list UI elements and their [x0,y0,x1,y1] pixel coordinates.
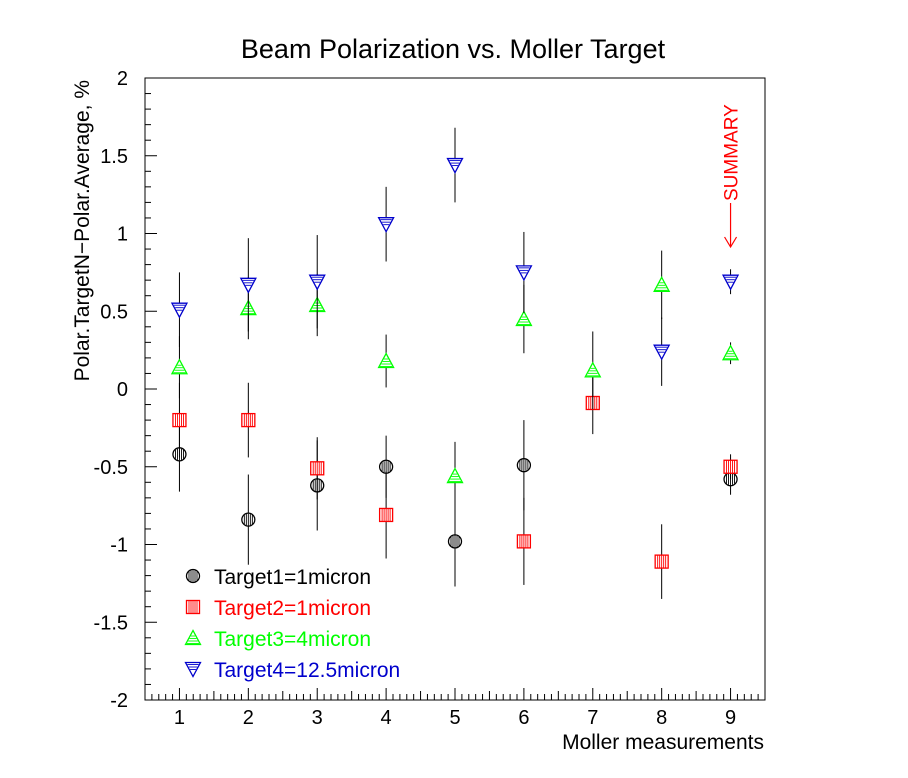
y-tick-label: -0.5 [94,457,128,479]
axis-ticks: -2 -1.5 -1 -0.5 0 0.5 1 1.5 2 1 2 3 4 5 6 7 8 9 [94,68,766,729]
x-tick-label: 3 [312,707,323,729]
y-tick-label: 1 [117,224,128,246]
y-tick-label: -1.5 [94,612,128,634]
legend-label: Target2=1micron [214,597,371,620]
legend-label: Target4=12.5micron [214,659,400,682]
data-point [446,467,464,484]
x-tick-label: 8 [656,707,667,729]
series-4 [170,127,740,386]
y-tick-label: 2 [117,68,128,90]
data-point [584,361,602,378]
x-tick-label: 7 [587,707,598,729]
x-tick-label: 6 [518,707,529,729]
series-3 [170,250,740,511]
legend: Target1=1micron Target2=1micron Target3=4m… [184,566,400,682]
data-point [170,358,189,375]
y-tick-label: -2 [110,690,128,712]
x-axis-label: Moller measurements [562,731,764,754]
data-marks [170,127,740,599]
data-point [721,344,740,361]
data-point [653,275,671,292]
summary-label: SUMMARY [722,104,743,201]
summary-arrow-head [724,236,738,249]
x-tick-label: 4 [381,707,392,729]
legend-label: Target3=4micron [214,628,371,651]
chart-title: Beam Polarization vs. Moller Target [241,34,666,64]
data-point [515,310,533,327]
x-tick-label: 2 [243,707,254,729]
y-axis-label: Polar.TargetN−Polar.Average, % [71,80,94,381]
x-tick-label: 9 [725,707,736,729]
y-tick-label: 1.5 [100,146,128,168]
y-tick-label: 0.5 [100,301,128,323]
x-tick-label: 1 [174,707,185,729]
data-point [377,352,395,369]
y-tick-label: 0 [117,379,128,401]
x-tick-label: 5 [449,707,460,729]
summary-annotation: SUMMARY [722,104,743,249]
legend-label: Target1=1micron [214,566,371,589]
y-tick-label: -1 [110,535,128,557]
legend-marker [184,629,202,646]
